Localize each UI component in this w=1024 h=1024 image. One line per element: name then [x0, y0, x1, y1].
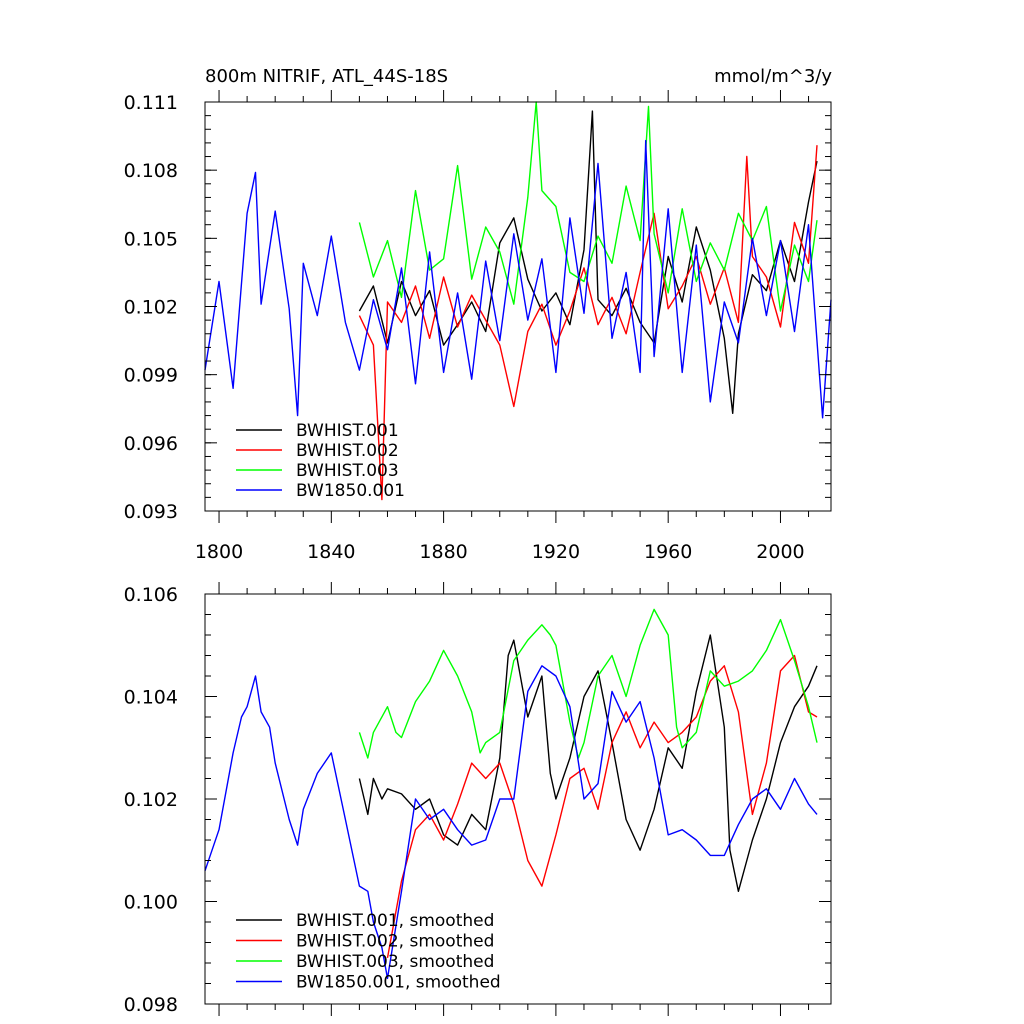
x-tick-label: 2000	[756, 541, 804, 563]
legend-label-2: BWHIST.002, smoothed	[296, 932, 494, 952]
x-tick-label: 1840	[307, 541, 355, 563]
y-tick-label: 0.105	[124, 228, 178, 250]
legend-label-3: BWHIST.003	[296, 461, 399, 481]
y-tick-label: 0.106	[124, 584, 178, 606]
top-panel: 800m NITRIF, ATL_44S-18S mmol/m^3/y 0.09…	[124, 66, 833, 563]
series-line-4	[204, 665, 818, 980]
x-tick-label: 1800	[195, 541, 243, 563]
legend-label-3: BWHIST.003, smoothed	[296, 952, 494, 972]
series-line-3	[358, 101, 818, 312]
legend-label-1: BWHIST.001, smoothed	[296, 911, 494, 931]
legend-label-4: BW1850.001, smoothed	[296, 973, 501, 993]
y-tick-label: 0.100	[124, 892, 178, 914]
legend-label-1: BWHIST.001	[296, 421, 399, 441]
y-tick-label: 0.096	[124, 433, 178, 455]
x-tick-label: 1920	[532, 541, 580, 563]
series-line-3	[358, 608, 818, 759]
y-tick-label: 0.093	[124, 501, 178, 523]
series-line-2	[358, 145, 818, 501]
series-line-2	[386, 654, 818, 959]
top-series-layer	[204, 101, 832, 501]
y-tick-label: 0.108	[124, 160, 178, 182]
y-tick-label: 0.099	[124, 365, 178, 387]
top-ticks-layer: 0.093 0.096 0.099 0.102 0.105 0.108 0.111 1800 1…	[124, 90, 831, 563]
series-line-1	[358, 634, 818, 892]
x-tick-label: 1960	[644, 541, 692, 563]
x-tick-label: 1880	[419, 541, 467, 563]
bottom-ticks-layer: 0.098 0.100 0.102 0.104 0.106	[124, 582, 831, 1016]
y-tick-label: 0.104	[124, 687, 178, 709]
top-panel-units: mmol/m^3/y	[714, 66, 832, 87]
legend-label-4: BW1850.001	[296, 481, 405, 501]
y-tick-label: 0.102	[124, 297, 178, 319]
y-tick-label: 0.111	[124, 92, 178, 114]
y-tick-label: 0.102	[124, 789, 178, 811]
bottom-panel: 0.098 0.100 0.102 0.104 0.106 BWHIST.001, sm…	[124, 582, 832, 1016]
y-tick-label: 0.098	[124, 994, 178, 1016]
top-panel-title: 800m NITRIF, ATL_44S-18S	[205, 66, 448, 87]
series-line-4	[204, 139, 832, 419]
legend-label-2: BWHIST.002	[296, 441, 399, 461]
bottom-series-layer	[204, 608, 818, 980]
